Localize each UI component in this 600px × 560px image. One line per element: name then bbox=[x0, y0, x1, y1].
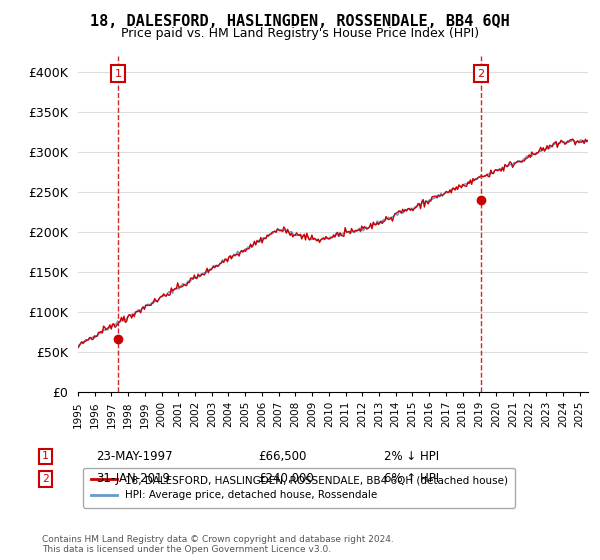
Text: 2: 2 bbox=[477, 69, 484, 78]
Text: 1: 1 bbox=[115, 69, 121, 78]
Text: Contains HM Land Registry data © Crown copyright and database right 2024.
This d: Contains HM Land Registry data © Crown c… bbox=[42, 535, 394, 554]
Text: 2: 2 bbox=[42, 474, 49, 484]
Text: £66,500: £66,500 bbox=[258, 450, 307, 463]
Text: 31-JAN-2019: 31-JAN-2019 bbox=[96, 472, 170, 486]
Text: 2% ↓ HPI: 2% ↓ HPI bbox=[384, 450, 439, 463]
Text: 6% ↑ HPI: 6% ↑ HPI bbox=[384, 472, 439, 486]
Text: Price paid vs. HM Land Registry's House Price Index (HPI): Price paid vs. HM Land Registry's House … bbox=[121, 27, 479, 40]
Legend: 18, DALESFORD, HASLINGDEN, ROSSENDALE, BB4 6QH (detached house), HPI: Average pr: 18, DALESFORD, HASLINGDEN, ROSSENDALE, B… bbox=[83, 468, 515, 507]
Text: 23-MAY-1997: 23-MAY-1997 bbox=[96, 450, 173, 463]
Text: £240,000: £240,000 bbox=[258, 472, 314, 486]
Text: 1: 1 bbox=[42, 451, 49, 461]
Text: 18, DALESFORD, HASLINGDEN, ROSSENDALE, BB4 6QH: 18, DALESFORD, HASLINGDEN, ROSSENDALE, B… bbox=[90, 14, 510, 29]
